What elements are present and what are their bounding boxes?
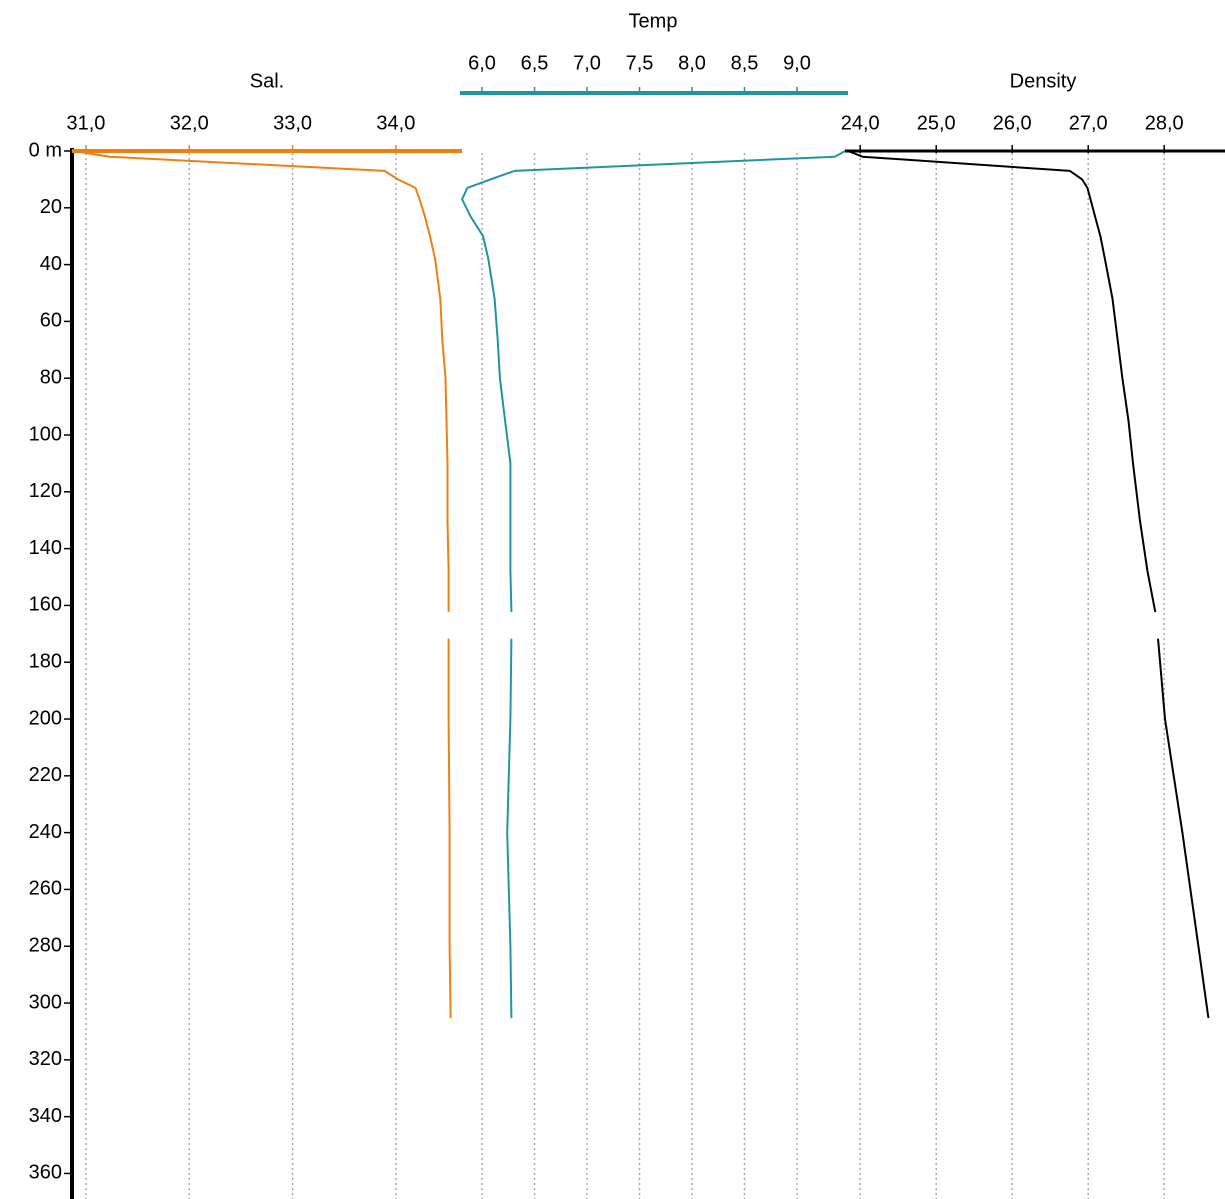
y-tick-label: 100 — [29, 423, 62, 445]
y-tick-label: 140 — [29, 537, 62, 559]
profile-line — [74, 151, 455, 1105]
y-tick-label: 160 — [29, 594, 62, 616]
y-tick-label: 20 — [40, 196, 62, 218]
x-tick-label: 31,0 — [66, 112, 105, 134]
y-tick-label: 260 — [29, 878, 62, 900]
y-tick-label: 60 — [40, 310, 62, 332]
y-tick-label: 220 — [29, 764, 62, 786]
x-tick-label: 8,5 — [731, 52, 759, 74]
axis-title: Density — [1010, 70, 1077, 92]
x-tick-label: 6,0 — [468, 52, 496, 74]
x-tick-label: 27,0 — [1069, 112, 1108, 134]
x-tick-label: 32,0 — [170, 112, 209, 134]
y-tick-label: 280 — [29, 935, 62, 957]
y-tick-label: 180 — [29, 651, 62, 673]
x-tick-label: 28,0 — [1145, 112, 1184, 134]
x-tick-label: 24,0 — [841, 112, 880, 134]
axis-title: Temp — [629, 10, 678, 32]
y-tick-label: 120 — [29, 480, 62, 502]
y-tick-label: 320 — [29, 1048, 62, 1070]
y-tick-label: 80 — [40, 366, 62, 388]
y-tick-label: 40 — [40, 253, 62, 275]
y-tick-label: 340 — [29, 1105, 62, 1127]
x-tick-label: 33,0 — [273, 112, 312, 134]
x-tick-label: 7,5 — [626, 52, 654, 74]
y-tick-label: 300 — [29, 991, 62, 1013]
y-tick-label: 200 — [29, 707, 62, 729]
x-tick-label: 34,0 — [376, 112, 415, 134]
x-tick-label: 7,0 — [573, 52, 601, 74]
y-tick-label: 0 m — [29, 139, 62, 161]
profile-line — [847, 150, 1210, 1019]
y-tick-label: 360 — [29, 1162, 62, 1184]
x-tick-label: 25,0 — [917, 112, 956, 134]
profile-line — [461, 150, 847, 1019]
x-tick-label: 8,0 — [678, 52, 706, 74]
x-tick-label: 6,5 — [521, 52, 549, 74]
x-tick-label: 26,0 — [993, 112, 1032, 134]
y-tick-label: 240 — [29, 821, 62, 843]
x-tick-label: 9,0 — [783, 52, 811, 74]
axis-title: Sal. — [250, 70, 284, 92]
